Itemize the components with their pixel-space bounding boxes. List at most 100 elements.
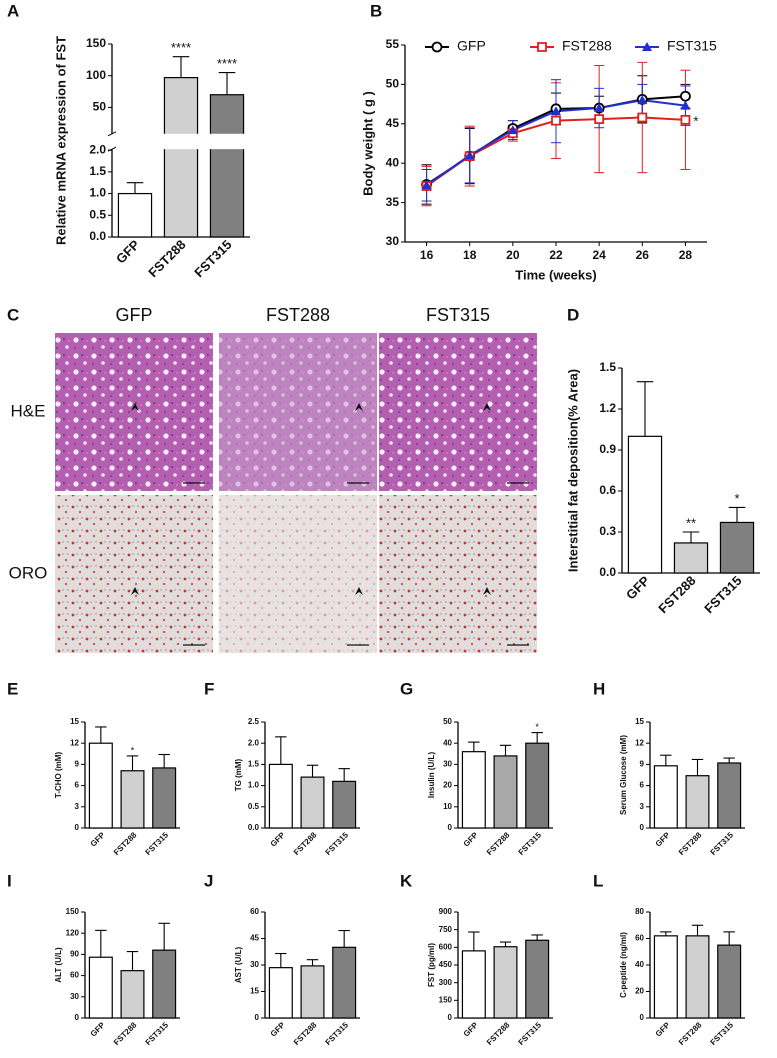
y-tick-label: 40 xyxy=(386,155,400,169)
bar xyxy=(152,949,177,1019)
bar xyxy=(268,763,293,829)
panel-label: L xyxy=(593,871,603,890)
y-tick-label: 3 xyxy=(75,802,80,811)
bar xyxy=(493,755,518,829)
bar xyxy=(719,521,755,574)
y-tick-label: 90 xyxy=(70,950,79,959)
y-tick-label: 0 xyxy=(75,1013,80,1022)
bar xyxy=(461,950,486,1019)
x-tick-label: FST315 xyxy=(517,1020,544,1047)
legend-label: GFP xyxy=(457,38,486,54)
column-label: GFP xyxy=(115,305,152,325)
x-tick-label: GFP xyxy=(89,830,107,848)
marker xyxy=(537,42,547,52)
column-label: FST315 xyxy=(426,305,490,325)
y-axis-label: ALT (U/L) xyxy=(54,947,63,983)
bar xyxy=(685,935,710,1019)
y-tick-label: 300 xyxy=(439,978,453,987)
y-axis-label: AST (U/L) xyxy=(234,946,243,983)
y-tick-label: 80 xyxy=(635,907,644,916)
x-tick-label: FST288 xyxy=(677,1020,704,1047)
y-axis-label: Interstitial fat deposition(% Area) xyxy=(565,369,580,572)
x-tick-label: GFP xyxy=(269,830,287,848)
y-tick-label: 0.3 xyxy=(599,524,616,538)
y-tick-label: 2.0 xyxy=(89,142,106,156)
y-axis-label: T-CHO (mM) xyxy=(54,752,63,799)
histology-image xyxy=(379,495,537,653)
bar xyxy=(332,946,357,1019)
y-tick-label: 1.0 xyxy=(248,781,260,790)
x-tick-label: FST315 xyxy=(701,573,744,616)
x-tick-label: FST288 xyxy=(655,573,698,616)
x-tick-label: 22 xyxy=(549,248,563,262)
x-tick-label: FST288 xyxy=(677,830,704,857)
bar xyxy=(461,751,486,829)
panel-label: B xyxy=(370,1,382,20)
y-tick-label: 2.0 xyxy=(248,738,260,747)
x-tick-label: FST315 xyxy=(324,1020,351,1047)
x-tick-label: GFP xyxy=(89,1020,107,1038)
y-tick-label: 20 xyxy=(635,987,644,996)
significance: * xyxy=(131,745,135,755)
panel-label: H xyxy=(593,679,605,698)
bar xyxy=(717,944,742,1019)
significance: **** xyxy=(217,56,237,71)
x-tick-label: FST288 xyxy=(112,830,139,857)
y-tick-label: 0.0 xyxy=(599,565,616,579)
x-tick-label: FST288 xyxy=(485,830,512,857)
histology-image xyxy=(379,333,537,491)
y-tick-label: 0.9 xyxy=(599,442,616,456)
x-tick-label: 16 xyxy=(420,248,434,262)
y-tick-label: 0 xyxy=(448,823,453,832)
y-tick-label: 1.5 xyxy=(599,360,616,374)
y-tick-label: 120 xyxy=(66,928,80,937)
bar xyxy=(120,770,145,829)
arrowhead xyxy=(131,403,139,411)
y-tick-label: 3 xyxy=(640,802,645,811)
arrowhead xyxy=(131,587,139,595)
y-tick-label: 35 xyxy=(386,195,400,209)
significance: ** xyxy=(686,515,696,530)
x-tick-label: GFP xyxy=(113,237,143,267)
y-axis-label: Body weight ( g ) xyxy=(360,91,375,196)
y-tick-label: 0.0 xyxy=(89,229,106,243)
marker xyxy=(642,42,652,51)
marker xyxy=(431,41,443,53)
y-tick-label: 15 xyxy=(250,987,259,996)
x-tick-label: GFP xyxy=(462,830,480,848)
y-tick-label: 6 xyxy=(75,781,80,790)
x-tick-label: FST315 xyxy=(324,830,351,857)
x-tick-label: GFP xyxy=(654,1020,672,1038)
y-tick-label: 15 xyxy=(70,717,79,726)
y-tick-label: 0 xyxy=(448,1013,453,1022)
bar xyxy=(653,765,678,829)
y-tick-label: 750 xyxy=(439,925,453,934)
panel-label: A xyxy=(7,1,19,20)
y-tick-label: 1.2 xyxy=(599,401,616,415)
bar xyxy=(209,94,245,238)
y-tick-label: 9 xyxy=(75,760,80,769)
y-axis-label: Serum Glucose (mM) xyxy=(619,735,628,815)
x-tick-label: FST315 xyxy=(144,830,171,857)
y-tick-label: 40 xyxy=(635,960,644,969)
axis-break-mark xyxy=(107,146,117,152)
panel-label: I xyxy=(7,871,12,890)
marker xyxy=(594,103,605,113)
y-tick-label: 60 xyxy=(635,934,644,943)
y-axis-label: C-peptide (ng/ml) xyxy=(619,932,628,998)
bar xyxy=(685,775,710,829)
histology-tint xyxy=(219,495,377,653)
x-tick-label: FST288 xyxy=(485,1020,512,1047)
panel-label: J xyxy=(204,871,213,890)
y-tick-label: 1.5 xyxy=(248,760,260,769)
marker xyxy=(421,180,432,190)
histology-image xyxy=(55,333,213,491)
x-tick-label: FST288 xyxy=(145,237,188,280)
legend-label: FST315 xyxy=(667,38,717,54)
arrowhead xyxy=(355,403,363,411)
y-tick-label: 0.0 xyxy=(248,823,260,832)
y-tick-label: 0.5 xyxy=(248,802,260,811)
y-tick-label: 600 xyxy=(439,942,453,951)
marker xyxy=(464,150,475,160)
axis-break-mark xyxy=(107,131,117,137)
